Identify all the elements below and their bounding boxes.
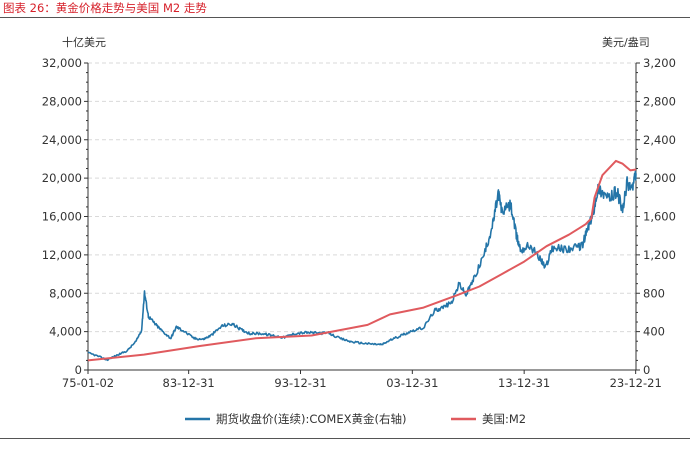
top-rule — [0, 17, 690, 18]
right-tick-label: 1,600 — [643, 210, 676, 224]
x-tick-label: 93-12-31 — [274, 376, 326, 390]
left-tick-label: 8,000 — [49, 286, 82, 300]
legend-m2-label: 美国:M2 — [482, 412, 526, 426]
right-tick-label: 0 — [643, 363, 650, 377]
right-tick-label: 400 — [643, 325, 665, 339]
series-line-m2 — [87, 159, 637, 362]
right-tick-label: 1,200 — [643, 248, 676, 262]
right-tick-label: 2,400 — [643, 133, 676, 147]
left-tick-label: 4,000 — [49, 325, 82, 339]
right-tick-label: 3,200 — [643, 56, 676, 70]
legend-gold-label: 期货收盘价(连续):COMEX黄金(右轴) — [216, 412, 406, 426]
x-tick-label: 23-12-21 — [610, 376, 662, 390]
left-tick-label: 12,000 — [42, 248, 82, 262]
right-unit-label: 美元/盎司 — [602, 35, 650, 49]
left-tick-label: 32,000 — [42, 56, 82, 70]
figure-title: 图表 26：黄金价格走势与美国 M2 走势 — [3, 1, 207, 15]
left-unit-label: 十亿美元 — [62, 35, 106, 49]
left-tick-label: 20,000 — [42, 171, 82, 185]
x-tick-label: 03-12-31 — [386, 376, 438, 390]
x-tick-label: 13-12-31 — [498, 376, 550, 390]
left-tick-label: 16,000 — [42, 210, 82, 224]
axes — [84, 62, 640, 374]
x-tick-label: 75-01-02 — [62, 376, 114, 390]
right-tick-label: 2,000 — [643, 171, 676, 185]
x-tick-label: 83-12-31 — [163, 376, 215, 390]
left-tick-label: 24,000 — [42, 133, 82, 147]
series-lines — [87, 159, 637, 362]
bottom-rule — [0, 438, 690, 439]
left-tick-label: 0 — [75, 363, 82, 377]
legend: 期货收盘价(连续):COMEX黄金(右轴) 美国:M2 — [185, 412, 526, 426]
right-tick-label: 2,800 — [643, 94, 676, 108]
left-tick-label: 28,000 — [42, 94, 82, 108]
series-line-gold — [87, 170, 637, 362]
tick-labels: 0 0 4,000 400 8,000 800 12,000 1,200 16,000 1,600… — [42, 56, 676, 390]
right-tick-label: 800 — [643, 286, 665, 300]
grid-lines — [88, 62, 636, 333]
